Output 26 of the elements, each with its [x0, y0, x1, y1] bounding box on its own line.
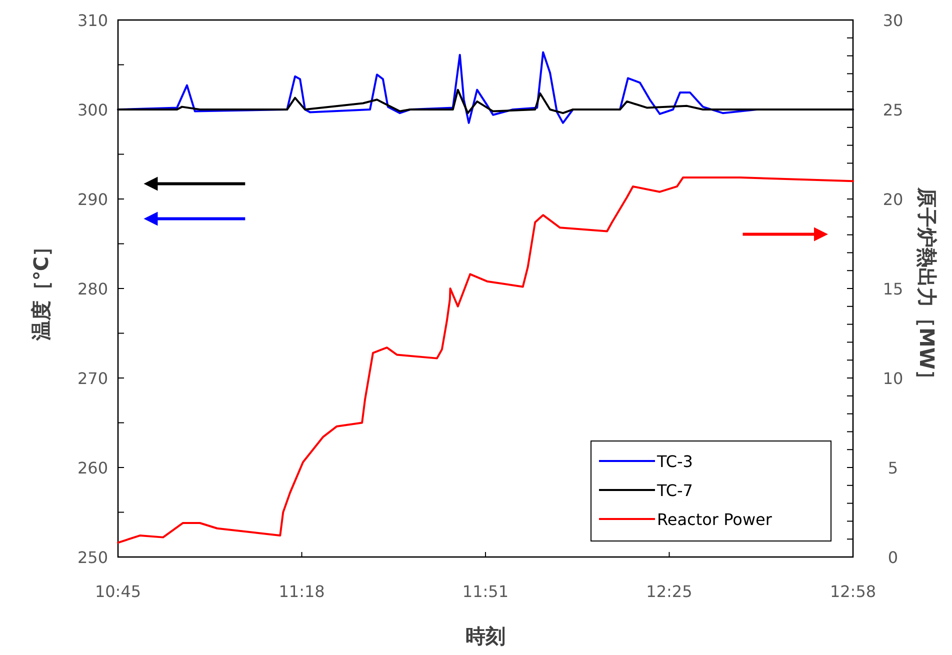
y2-tick-label: 0 [888, 548, 898, 567]
legend-label: Reactor Power [657, 510, 772, 529]
y-axis-title: 温度［℃］ [29, 236, 53, 342]
y-tick-label: 260 [77, 458, 108, 478]
x-tick-label: 11:51 [462, 582, 509, 601]
legend-label: TC-7 [656, 481, 693, 500]
y-tick-label: 310 [77, 11, 108, 30]
y2-tick-label: 25 [882, 100, 904, 120]
y-tick-label: 280 [77, 280, 108, 298]
y-tick-label: 290 [77, 190, 108, 209]
y2-tick-label: 20 [882, 190, 904, 209]
x-tick-label: 12:58 [830, 582, 876, 601]
x-tick-label: 12:25 [646, 582, 692, 601]
y-tick-label: 300 [77, 100, 108, 120]
y2-axis-title: 原子炉熱出力［MW］ [915, 186, 939, 390]
y-tick-label: 270 [77, 369, 108, 388]
x-tick-label: 10:45 [94, 582, 142, 601]
line-series [117, 176, 854, 544]
x-axis-title: 時刻 [466, 624, 506, 648]
y-tick-label: 250 [77, 548, 108, 567]
y2-tick-label: 10 [882, 369, 904, 388]
y2-tick-label: 5 [888, 458, 898, 478]
y2-tick-label: 30 [882, 11, 904, 30]
x-tick-label: 11:18 [278, 582, 325, 601]
legend-label: TC-3 [656, 452, 693, 471]
y2-tick-label: 15 [882, 280, 904, 298]
